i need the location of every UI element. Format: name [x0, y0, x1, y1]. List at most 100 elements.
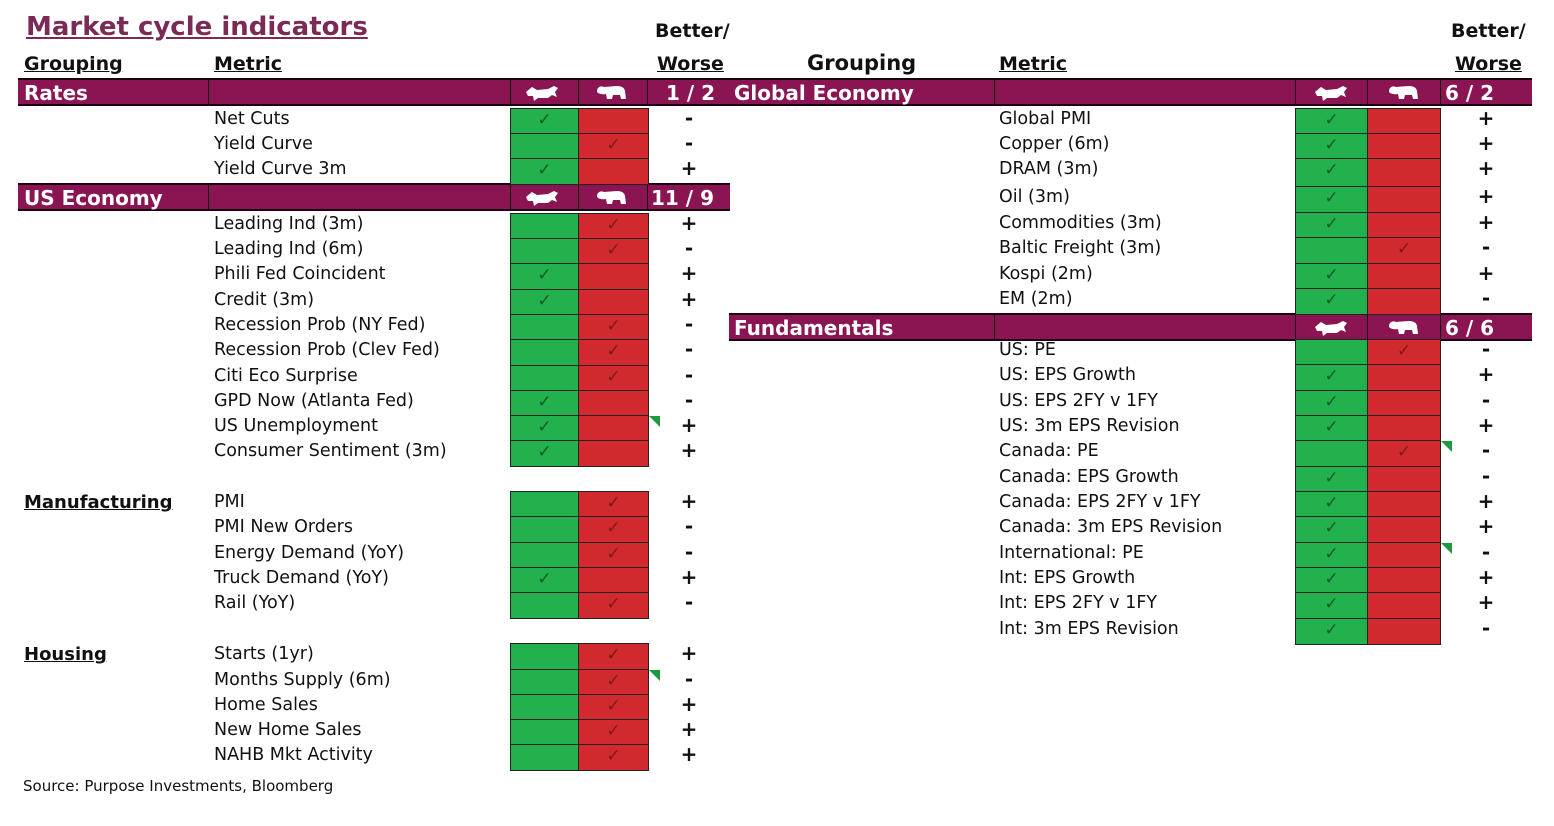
change-sign: + [1477, 131, 1495, 155]
change-sign: - [684, 312, 694, 336]
bear-cell: ✓ [578, 238, 649, 264]
bear-cell: ✓ [578, 314, 649, 340]
check-icon: ✓ [1324, 160, 1339, 180]
bear-cell [578, 390, 649, 416]
bull-cell [510, 339, 579, 366]
band-label: US Economy [24, 186, 163, 210]
metric-name: Canada: 3m EPS Revision [999, 517, 1223, 537]
check-icon: ✓ [537, 392, 552, 412]
bull-cell: ✓ [510, 289, 579, 315]
bull-cell: ✓ [1295, 108, 1368, 134]
bull-icon [526, 86, 558, 101]
band-score: 6 / 2 [1445, 81, 1495, 105]
grouping-header: Grouping [24, 53, 123, 75]
metric-name: Canada: EPS Growth [999, 467, 1179, 487]
bull-cell: ✓ [1295, 390, 1368, 416]
change-sign: - [684, 590, 694, 614]
check-icon: ✓ [537, 291, 552, 311]
bear-cell: ✓ [1367, 339, 1441, 365]
right-metric-header: Metric [999, 53, 1068, 75]
metric-name: PMI [214, 492, 245, 512]
bear-cell [1367, 415, 1441, 441]
bear-cell [1367, 567, 1441, 593]
check-icon: ✓ [1324, 518, 1339, 538]
check-icon: ✓ [537, 442, 552, 462]
change-sign: + [1477, 514, 1495, 538]
change-sign: + [1477, 261, 1495, 285]
bear-cell [1367, 288, 1441, 315]
metric-name: Int: 3m EPS Revision [999, 619, 1179, 639]
check-icon: ✓ [1324, 493, 1339, 513]
change-sign: - [684, 363, 694, 387]
bull-icon [1315, 321, 1347, 336]
change-sign: + [680, 717, 698, 741]
metric-name: NAHB Mkt Activity [214, 745, 373, 765]
change-sign: + [1477, 489, 1495, 513]
metric-name: US Unemployment [214, 416, 378, 436]
bull-cell: ✓ [1295, 415, 1368, 441]
check-icon: ✓ [606, 518, 621, 538]
bear-cell: ✓ [578, 133, 649, 159]
metric-name: Months Supply (6m) [214, 670, 391, 690]
bear-cell [578, 567, 649, 593]
bull-cell [1295, 440, 1368, 467]
section-housing: Housing [24, 644, 107, 665]
check-icon: ✓ [606, 341, 621, 361]
bull-cell [510, 744, 579, 771]
metric-name: Consumer Sentiment (3m) [214, 441, 447, 461]
bear-cell: ✓ [578, 669, 649, 695]
band-score: 11 / 9 [651, 186, 714, 210]
check-icon: ✓ [1324, 620, 1339, 640]
bear-cell [1367, 592, 1441, 619]
change-sign: - [684, 106, 694, 130]
bull-cell: ✓ [1295, 133, 1368, 159]
check-icon: ✓ [606, 721, 621, 741]
bear-cell [1367, 390, 1441, 416]
metric-name: Canada: EPS 2FY v 1FY [999, 492, 1201, 512]
band-us-economy: US Economy 11 / 9 [18, 183, 730, 211]
bear-cell: ✓ [578, 694, 649, 720]
bear-icon [1389, 86, 1418, 99]
check-icon: ✓ [1324, 594, 1339, 614]
bear-cell [1367, 212, 1441, 238]
bear-cell: ✓ [1367, 440, 1441, 467]
change-sign: - [1481, 286, 1491, 310]
change-sign: + [1477, 565, 1495, 589]
bear-cell [578, 415, 649, 441]
metric-name: Truck Demand (YoY) [214, 568, 389, 588]
check-icon: ✓ [1324, 214, 1339, 234]
bear-icon [597, 86, 626, 99]
metric-name: Recession Prob (Clev Fed) [214, 340, 440, 360]
change-sign: + [1477, 362, 1495, 386]
change-sign: - [684, 388, 694, 412]
bull-cell: ✓ [1295, 466, 1368, 492]
bull-cell: ✓ [1295, 542, 1368, 568]
change-sign: + [1477, 413, 1495, 437]
metric-name: Energy Demand (YoY) [214, 543, 405, 563]
check-icon: ✓ [1324, 544, 1339, 564]
change-sign: + [680, 742, 698, 766]
page-title: Market cycle indicators [26, 12, 368, 42]
bear-cell: ✓ [578, 365, 649, 391]
bull-cell: ✓ [1295, 618, 1368, 645]
change-sign: - [684, 540, 694, 564]
bear-cell: ✓ [578, 744, 649, 771]
metric-name: US: EPS Growth [999, 365, 1137, 385]
metric-name: Oil (3m) [999, 187, 1070, 207]
bear-cell [1367, 108, 1441, 134]
band-fundamentals: Fundamentals 6 / 6 [729, 313, 1532, 341]
check-icon: ✓ [1324, 417, 1339, 437]
metric-name: DRAM (3m) [999, 159, 1099, 179]
check-icon: ✓ [606, 645, 621, 665]
change-sign: + [1477, 590, 1495, 614]
bear-cell: ✓ [578, 213, 649, 239]
comment-flag [1441, 441, 1452, 452]
band-score: 6 / 6 [1445, 316, 1495, 340]
bull-cell: ✓ [510, 390, 579, 416]
bull-cell [510, 213, 579, 239]
bear-cell [1367, 364, 1441, 391]
metric-name: Kospi (2m) [999, 264, 1093, 284]
change-sign: - [1481, 235, 1491, 259]
check-icon: ✓ [606, 671, 621, 691]
check-icon: ✓ [606, 493, 621, 513]
